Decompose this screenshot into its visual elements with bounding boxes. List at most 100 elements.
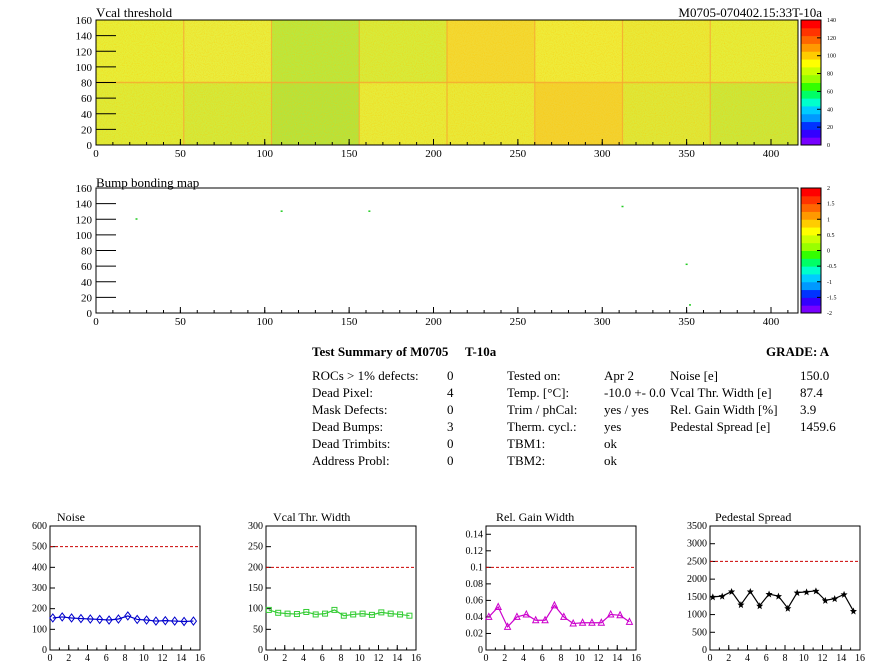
data-point (114, 614, 123, 624)
data-point (774, 592, 782, 600)
y-tick-label: 50 (253, 624, 263, 635)
summary-label: Mask Defects: (312, 402, 388, 417)
x-tick-label: 6 (540, 653, 545, 664)
data-point (142, 615, 151, 625)
data-point (578, 618, 587, 626)
bump-bonding-title: Bump bonding map (96, 175, 200, 190)
data-point (171, 616, 179, 626)
y-tick-label: 250 (248, 542, 263, 553)
data-point (718, 592, 726, 600)
y-tick-label: 100 (76, 62, 93, 74)
series-line (52, 615, 194, 623)
vcal-palette-swatch (801, 66, 821, 76)
bump-palette-label: -1 (827, 280, 832, 286)
y-tick-label: 3000 (687, 539, 707, 550)
bump-palette-label: -0.5 (827, 264, 837, 270)
summary-value: 0 (447, 436, 454, 451)
x-tick-label: 0 (93, 148, 99, 160)
data-point (67, 613, 76, 623)
chart-frame (485, 525, 637, 651)
bump-defect-point (685, 263, 688, 266)
vcal-palette-label: 80 (827, 72, 833, 78)
vcal-palette-swatch (801, 90, 821, 99)
x-tick-label: 250 (510, 316, 527, 328)
data-point (312, 611, 319, 618)
y-tick-label: 2000 (687, 574, 707, 585)
summary-label: Rel. Gain Width [%] (670, 402, 778, 417)
data-point (350, 611, 357, 618)
data-point (340, 612, 347, 619)
summary-value: -10.0 +- 0.0 (604, 385, 666, 400)
vcal-palette-label: 0 (827, 143, 830, 149)
vcal-palette-label: 120 (827, 36, 836, 42)
vcal-palette-swatch (801, 51, 821, 60)
y-tick-label: 0 (258, 645, 263, 656)
x-tick-label: 150 (341, 316, 358, 328)
vcal-heatmap (96, 20, 798, 145)
x-tick-label: 8 (123, 653, 128, 664)
y-tick-label: 0.14 (466, 529, 484, 540)
x-tick-label: 6 (104, 653, 109, 664)
chart-2: Rel. Gain Width 0 0.02 0.04 0.06 0.08 0.1 0.12 0… (466, 510, 642, 664)
bump-defect-point (280, 210, 283, 212)
vcal-palette-swatch (801, 98, 821, 107)
y-tick-label: 0.08 (466, 579, 484, 590)
x-tick-label: 4 (521, 653, 526, 664)
data-point (49, 613, 57, 623)
vcal-palette-swatch (801, 129, 821, 138)
summary-value: ok (604, 436, 617, 451)
vcal-palette-label: 100 (827, 54, 836, 60)
x-tick-label: 12 (594, 653, 604, 664)
data-point (293, 611, 300, 618)
bump-palette-swatch (801, 250, 821, 259)
x-tick-label: 2 (282, 653, 287, 664)
vcal-palette-swatch (801, 121, 821, 130)
bump-palette-label: 0 (827, 249, 830, 255)
bump-palette-swatch (801, 273, 821, 283)
data-point (765, 590, 773, 598)
x-tick-label: 16 (195, 653, 205, 664)
y-tick-label: 0 (87, 140, 93, 152)
data-point (709, 593, 717, 601)
x-tick-label: 4 (301, 653, 306, 664)
x-tick-label: 10 (355, 653, 365, 664)
bump-palette-swatch (801, 227, 821, 236)
x-tick-label: 12 (818, 653, 828, 664)
y-tick-label: 0 (702, 645, 707, 656)
x-tick-label: 200 (425, 316, 442, 328)
x-tick-label: 300 (594, 316, 611, 328)
bump-palette-swatch (801, 242, 821, 251)
bump-defect-point (135, 218, 138, 220)
vcal-palette-swatch (801, 74, 821, 83)
summary-value: 0 (447, 368, 454, 383)
bump-palette-swatch (801, 297, 821, 306)
data-point (737, 601, 745, 609)
data-point (784, 604, 792, 612)
chart-frame (49, 525, 201, 651)
y-tick-label: 40 (81, 109, 93, 121)
series-line (712, 590, 854, 612)
y-tick-label: 500 (32, 542, 47, 553)
series-line (268, 609, 410, 617)
data-point (625, 617, 634, 625)
x-tick-label: 0 (264, 653, 269, 664)
x-tick-label: 14 (836, 653, 846, 664)
x-tick-label: 12 (374, 653, 384, 664)
bump-palette-swatch (801, 195, 821, 205)
x-tick-label: 100 (257, 316, 274, 328)
data-point (588, 618, 596, 626)
vcal-palette-swatch (801, 35, 821, 44)
y-tick-label: 1000 (687, 610, 707, 621)
y-tick-label: 0 (478, 645, 483, 656)
x-tick-label: 10 (799, 653, 809, 664)
x-tick-label: 16 (631, 653, 641, 664)
x-tick-label: 2 (502, 653, 507, 664)
y-tick-label: 0.04 (466, 612, 484, 623)
summary-value: 0 (447, 402, 454, 417)
data-point (105, 615, 113, 625)
data-point (303, 608, 310, 615)
y-tick-label: 140 (76, 31, 93, 43)
y-tick-label: 2500 (687, 556, 707, 567)
summary-value: ok (604, 453, 617, 468)
